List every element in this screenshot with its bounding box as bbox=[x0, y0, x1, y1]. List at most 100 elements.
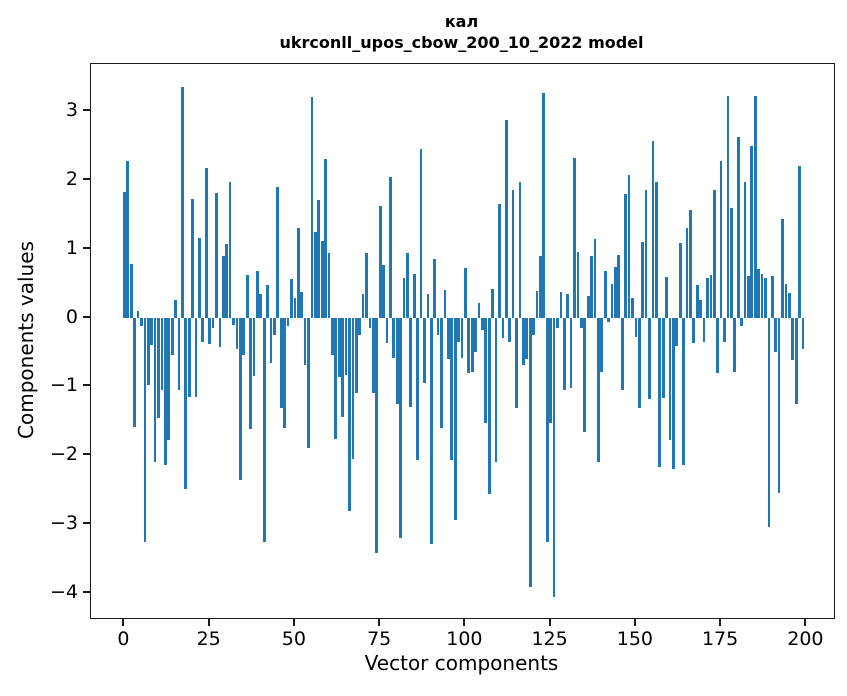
bar bbox=[586, 296, 590, 318]
bar bbox=[163, 317, 167, 466]
y-tick-mark bbox=[83, 384, 90, 387]
bar bbox=[736, 136, 740, 318]
bar bbox=[426, 293, 430, 318]
bar bbox=[515, 317, 518, 409]
bar bbox=[706, 277, 709, 318]
bar bbox=[235, 317, 239, 349]
bar bbox=[436, 317, 440, 335]
bar bbox=[665, 277, 668, 318]
bar bbox=[692, 317, 696, 344]
bar bbox=[256, 270, 259, 318]
bar bbox=[491, 288, 495, 318]
bar bbox=[525, 317, 529, 359]
y-tick-label: −1 bbox=[49, 374, 78, 397]
bar bbox=[726, 96, 730, 318]
bar bbox=[320, 241, 324, 318]
x-tick-label: 125 bbox=[531, 628, 568, 650]
bar bbox=[303, 317, 307, 366]
bar bbox=[600, 317, 604, 372]
bar bbox=[770, 276, 774, 318]
bar bbox=[324, 158, 327, 318]
bar bbox=[535, 290, 539, 318]
bar bbox=[331, 317, 334, 355]
x-tick-mark bbox=[292, 619, 295, 626]
bar bbox=[620, 317, 624, 390]
bar bbox=[453, 317, 457, 521]
bar bbox=[556, 317, 559, 328]
bar bbox=[484, 317, 488, 424]
bar bbox=[382, 265, 385, 318]
bar bbox=[668, 317, 672, 440]
bar bbox=[552, 317, 556, 598]
bar bbox=[549, 317, 552, 424]
bar bbox=[208, 317, 212, 344]
bar bbox=[279, 317, 283, 409]
bar bbox=[593, 238, 597, 318]
bar bbox=[716, 317, 720, 374]
bar bbox=[167, 317, 171, 440]
x-tick-label: 100 bbox=[446, 628, 483, 650]
bar bbox=[723, 317, 726, 342]
bar bbox=[201, 317, 205, 342]
bar bbox=[774, 317, 778, 352]
bar bbox=[798, 166, 801, 318]
bar bbox=[174, 299, 177, 318]
bar bbox=[654, 181, 658, 318]
bar bbox=[477, 303, 481, 318]
y-tick-mark bbox=[83, 178, 90, 181]
bar bbox=[273, 317, 276, 335]
bar bbox=[211, 317, 215, 328]
bar bbox=[733, 317, 737, 372]
x-tick-mark bbox=[122, 619, 125, 626]
bar bbox=[157, 317, 160, 418]
chart-title: кал ukrconll_upos_cbow_200_10_2022 model bbox=[90, 11, 833, 53]
bar bbox=[146, 317, 150, 385]
bar bbox=[133, 317, 136, 427]
bar bbox=[228, 181, 232, 318]
x-tick-label: 75 bbox=[367, 628, 392, 650]
bar bbox=[470, 317, 474, 372]
bar bbox=[368, 317, 372, 328]
bar bbox=[249, 317, 252, 429]
y-tick-label: 3 bbox=[65, 99, 78, 122]
bar bbox=[532, 317, 535, 335]
bar bbox=[641, 242, 645, 318]
bar bbox=[583, 317, 587, 432]
bar bbox=[702, 317, 706, 342]
y-tick-mark bbox=[83, 109, 90, 112]
x-tick-mark bbox=[719, 619, 722, 626]
x-tick-label: 200 bbox=[787, 628, 824, 650]
bar bbox=[634, 317, 638, 337]
bar bbox=[361, 294, 365, 318]
bar bbox=[494, 317, 498, 462]
bar bbox=[337, 317, 341, 377]
y-tick-label: 1 bbox=[65, 236, 78, 259]
y-tick-label: 2 bbox=[65, 168, 78, 191]
bar bbox=[651, 140, 655, 318]
bar bbox=[402, 277, 406, 318]
bar bbox=[307, 317, 310, 449]
bar bbox=[784, 283, 788, 318]
bar bbox=[562, 317, 566, 391]
bar bbox=[416, 317, 420, 460]
bar bbox=[395, 317, 399, 404]
bar bbox=[740, 317, 743, 326]
bar bbox=[177, 317, 181, 390]
bar bbox=[218, 317, 222, 348]
bar bbox=[487, 317, 491, 494]
bar bbox=[576, 251, 580, 318]
chart-title-line1: кал bbox=[444, 12, 479, 31]
bar bbox=[181, 87, 184, 318]
bar bbox=[648, 317, 651, 399]
y-tick-label: −2 bbox=[49, 443, 78, 466]
x-axis-label: Vector components bbox=[364, 651, 559, 675]
bar bbox=[460, 317, 464, 359]
bar bbox=[215, 193, 218, 318]
bar bbox=[269, 317, 273, 363]
bar bbox=[450, 317, 454, 460]
bar bbox=[777, 317, 781, 493]
bar bbox=[719, 160, 723, 318]
bar bbox=[801, 317, 805, 349]
y-tick-label: −3 bbox=[49, 511, 78, 534]
